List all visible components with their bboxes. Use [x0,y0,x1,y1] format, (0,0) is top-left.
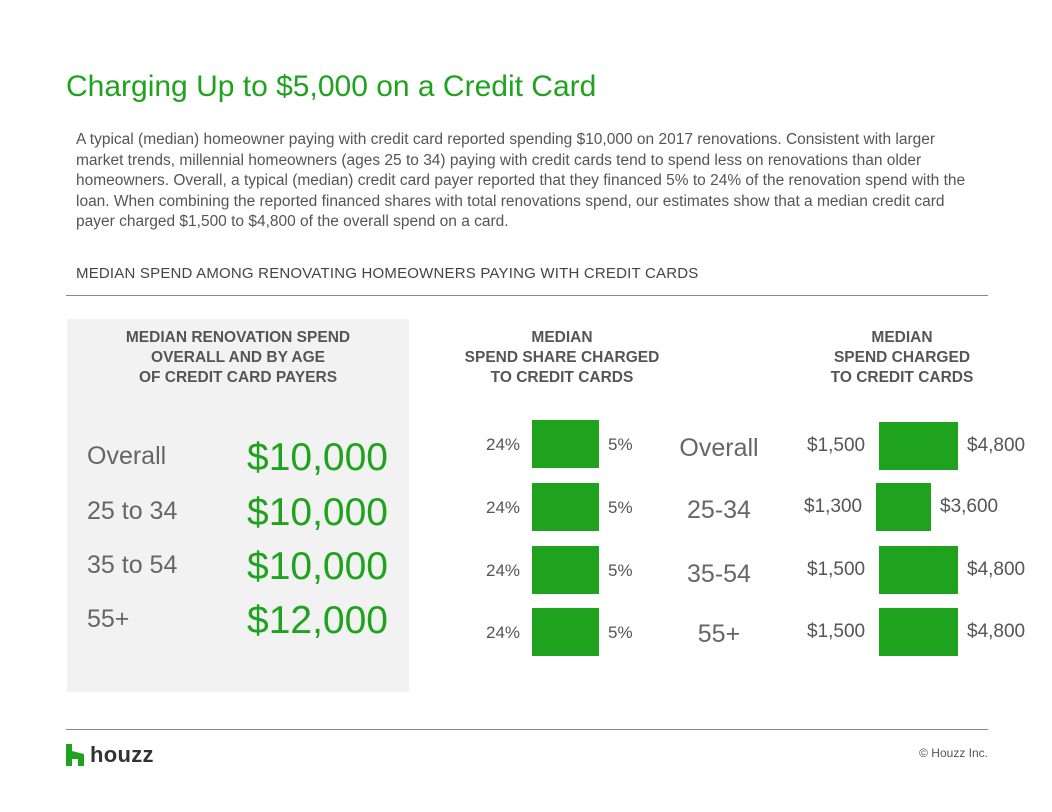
section-divider [66,295,988,296]
age-label: 35 to 54 [87,551,178,579]
age-label: 55+ [87,605,130,633]
share-high-label: 24% [486,435,521,454]
column-header-charged: MEDIAN SPEND CHARGED TO CREDIT CARDS [772,328,1032,388]
column-header-line: MEDIAN RENOVATION SPEND [125,329,351,346]
row-label: 25-34 [687,496,751,524]
share-low-label: 5% [608,498,633,517]
charged-low-label: $1,500 [807,435,866,456]
copyright: © Houzz Inc. [919,746,988,760]
share-bar [532,608,599,656]
spend-panel [67,319,409,692]
share-high-label: 24% [486,623,521,642]
column-header-spend: MEDIAN RENOVATION SPEND OVERALL AND BY A… [67,328,409,388]
footer-divider [66,729,988,730]
charged-high-label: $4,800 [967,435,1026,456]
share-bar [532,546,599,594]
charged-low-label: $1,300 [804,496,863,517]
charged-high-label: $4,800 [967,621,1026,642]
charged-low-label: $1,500 [807,621,866,642]
share-bar [532,420,599,468]
charged-bar [879,422,958,470]
houzz-h-icon [66,744,84,766]
age-value: $10,000 [247,545,388,588]
page-title: Charging Up to $5,000 on a Credit Card [66,70,597,103]
row-label: Overall [679,434,759,462]
age-value: $10,000 [247,436,388,479]
intro-paragraph: A typical (median) homeowner paying with… [76,131,966,230]
column-header-line: SPEND SHARE CHARGED [464,349,660,366]
charged-high-label: $4,800 [967,559,1026,580]
column-header-line: OVERALL AND BY AGE [151,349,325,366]
charged-bar [876,483,931,531]
column-header-share: MEDIAN SPEND SHARE CHARGED TO CREDIT CAR… [432,328,692,388]
share-high-label: 24% [486,561,521,580]
column-header-line: TO CREDIT CARDS [830,369,974,386]
age-label: Overall [87,442,167,470]
column-header-line: TO CREDIT CARDS [490,369,634,386]
age-label: 25 to 34 [87,497,178,525]
logo-text: houzz [90,742,154,767]
row-label: 55+ [697,620,741,648]
share-high-label: 24% [486,498,521,517]
charged-bar [879,608,958,656]
section-heading: MEDIAN SPEND AMONG RENOVATING HOMEOWNERS… [76,265,699,282]
age-value: $12,000 [247,599,388,642]
column-header-line: OF CREDIT CARD PAYERS [138,369,338,386]
share-low-label: 5% [608,435,633,454]
charged-high-label: $3,600 [940,496,999,517]
share-low-label: 5% [608,623,633,642]
row-label: 35-54 [687,560,751,588]
column-header-line: MEDIAN [531,329,593,346]
age-value: $10,000 [247,491,388,534]
share-low-label: 5% [608,561,633,580]
charged-low-label: $1,500 [807,559,866,580]
share-bar [532,483,599,531]
column-header-line: SPEND CHARGED [833,349,971,366]
houzz-logo: houzz [66,742,154,768]
charged-bar [879,546,958,594]
column-header-line: MEDIAN [871,329,933,346]
